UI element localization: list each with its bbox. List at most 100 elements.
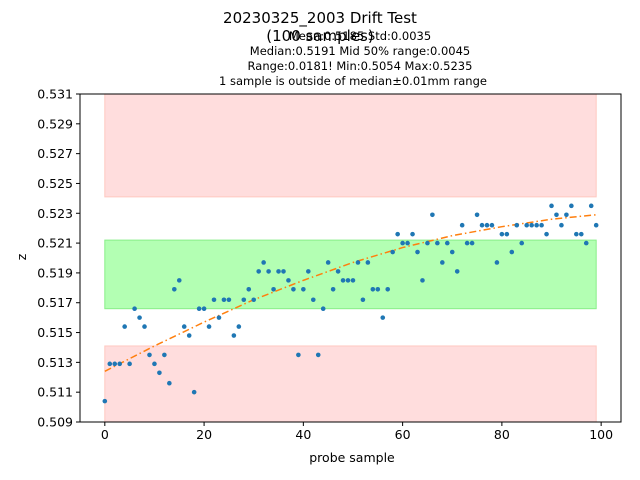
sample-point bbox=[251, 297, 257, 303]
range-band-0 bbox=[104, 93, 597, 198]
range-bands bbox=[104, 93, 597, 423]
sample-point bbox=[350, 278, 356, 283]
sample-point bbox=[504, 231, 510, 237]
sample-point bbox=[524, 222, 529, 228]
sample-point bbox=[484, 222, 490, 228]
y-tick-label: 0.511 bbox=[37, 385, 73, 400]
sample-point bbox=[514, 222, 520, 228]
sample-point bbox=[559, 222, 564, 228]
sample-point bbox=[291, 287, 296, 292]
sample-point bbox=[578, 231, 584, 237]
y-axis-label: z bbox=[14, 253, 29, 260]
sample-point bbox=[127, 361, 132, 367]
sample-point bbox=[261, 260, 266, 265]
y-tick-label: 0.531 bbox=[37, 87, 73, 102]
sample-point bbox=[117, 361, 123, 367]
sample-point bbox=[301, 287, 306, 292]
sample-point bbox=[281, 269, 286, 274]
sample-point bbox=[172, 287, 177, 292]
sample-point bbox=[534, 222, 539, 228]
sample-point bbox=[266, 269, 271, 274]
sample-point bbox=[410, 231, 415, 237]
sample-point bbox=[435, 240, 440, 246]
sample-point bbox=[554, 212, 559, 218]
x-tick-label: 0 bbox=[101, 427, 109, 442]
stats-line-4: 1 sample is outside of median±0.01mm ran… bbox=[219, 74, 487, 88]
sample-point bbox=[112, 361, 118, 367]
sample-point bbox=[539, 222, 544, 228]
sample-point bbox=[335, 269, 341, 274]
sample-point bbox=[201, 306, 207, 311]
sample-point bbox=[464, 240, 470, 246]
sample-point bbox=[420, 278, 425, 283]
sample-point bbox=[583, 240, 589, 246]
y-tick-label: 0.513 bbox=[37, 355, 73, 370]
range-band-2 bbox=[104, 345, 597, 423]
x-tick-label: 60 bbox=[395, 427, 411, 442]
sample-point bbox=[191, 389, 197, 395]
sample-point bbox=[365, 260, 371, 265]
sample-point bbox=[425, 240, 430, 246]
y-tick-label: 0.519 bbox=[37, 265, 73, 280]
sample-point bbox=[211, 297, 217, 303]
y-tick-label: 0.529 bbox=[37, 116, 73, 131]
sample-points bbox=[102, 203, 599, 404]
x-axis-ticks: 0 20 40 60 80 100 bbox=[101, 422, 613, 442]
chart-subtitle: (100 samples) bbox=[266, 27, 373, 45]
sample-point bbox=[147, 352, 152, 358]
sample-point bbox=[181, 324, 187, 329]
sample-point bbox=[325, 260, 331, 265]
sample-point bbox=[241, 297, 247, 303]
sample-point bbox=[196, 306, 202, 311]
sample-point bbox=[489, 222, 495, 228]
sample-point bbox=[167, 380, 172, 386]
sample-point bbox=[276, 269, 281, 274]
y-tick-label: 0.527 bbox=[37, 146, 73, 161]
sample-point bbox=[449, 249, 455, 255]
sample-point bbox=[216, 315, 222, 320]
sample-point bbox=[440, 260, 445, 265]
sample-point bbox=[360, 297, 366, 303]
sample-point bbox=[231, 333, 237, 338]
stats-line-2: Median:0.5191 Mid 50% range:0.0045 bbox=[250, 44, 470, 58]
sample-point bbox=[474, 212, 480, 218]
sample-point bbox=[459, 222, 465, 228]
sample-point bbox=[549, 203, 554, 209]
sample-point bbox=[315, 352, 321, 358]
sample-point bbox=[137, 315, 142, 320]
sample-point bbox=[271, 287, 276, 292]
sample-point bbox=[345, 278, 351, 283]
sample-point bbox=[544, 231, 549, 237]
sample-point bbox=[340, 278, 346, 283]
y-tick-label: 0.523 bbox=[37, 206, 73, 221]
sample-point bbox=[390, 249, 395, 255]
sample-point bbox=[320, 306, 326, 311]
sample-point bbox=[246, 287, 252, 292]
sample-point bbox=[405, 240, 410, 246]
sample-point bbox=[330, 287, 336, 292]
y-tick-label: 0.517 bbox=[37, 295, 73, 310]
x-tick-label: 40 bbox=[295, 427, 311, 442]
y-tick-label: 0.521 bbox=[37, 236, 73, 251]
sample-point bbox=[310, 297, 316, 303]
sample-point bbox=[380, 315, 386, 320]
sample-point bbox=[256, 269, 261, 274]
sample-point bbox=[479, 222, 485, 228]
y-tick-label: 0.509 bbox=[37, 415, 73, 430]
sample-point bbox=[306, 269, 311, 274]
sample-point bbox=[400, 240, 405, 246]
sample-point bbox=[176, 278, 182, 283]
sample-point bbox=[454, 269, 460, 274]
sample-point bbox=[162, 352, 167, 358]
sample-point bbox=[509, 249, 515, 255]
x-axis-label: probe sample bbox=[309, 450, 395, 465]
sample-point bbox=[206, 324, 212, 329]
sample-point bbox=[152, 361, 157, 367]
sample-point bbox=[469, 240, 475, 246]
sample-point bbox=[107, 361, 113, 367]
sample-point bbox=[593, 222, 599, 228]
stats-line-3: Range:0.0181! Min:0.5054 Max:0.5235 bbox=[248, 59, 473, 73]
sample-point bbox=[355, 260, 361, 265]
range-band-1 bbox=[104, 239, 597, 310]
sample-point bbox=[122, 324, 127, 329]
